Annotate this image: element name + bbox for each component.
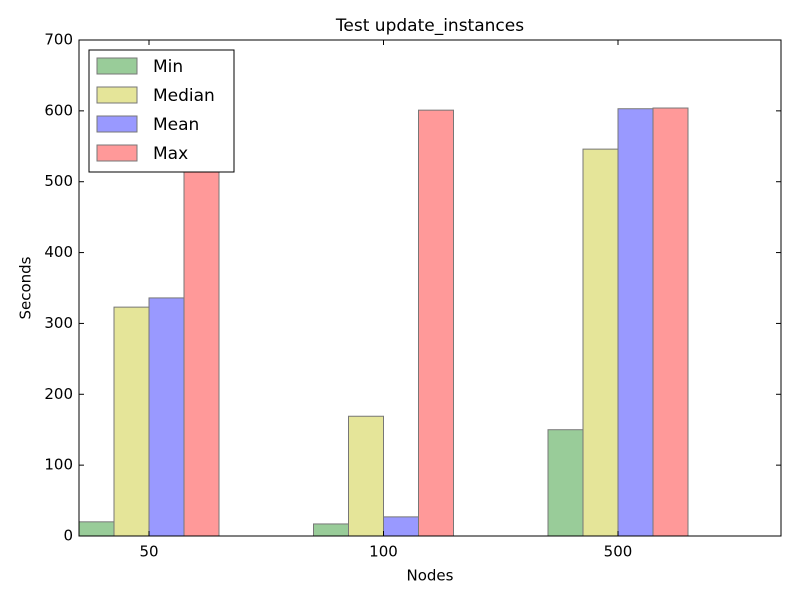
legend-swatch [96, 144, 138, 162]
legend-label: Max [153, 144, 188, 164]
x-tick-label: 100 [369, 543, 398, 561]
bar [113, 306, 150, 537]
x-tick-label: 500 [604, 543, 633, 561]
y-tick-label: 400 [44, 243, 73, 261]
bar [582, 148, 619, 537]
bar [418, 109, 454, 537]
y-tick-label: 700 [44, 31, 73, 49]
bar [148, 297, 185, 537]
x-axis-label: Nodes [407, 567, 454, 585]
y-tick-label: 100 [44, 456, 73, 474]
x-tick-label: 50 [139, 543, 158, 561]
bar [183, 131, 220, 537]
legend-swatch [96, 57, 138, 75]
legend-label: Median [153, 86, 215, 106]
y-tick-label: 600 [44, 101, 73, 119]
plot-frame [78, 39, 782, 537]
chart-title: Test update_instances [335, 16, 524, 36]
bar [78, 521, 115, 537]
y-axis-label: Seconds [17, 256, 35, 319]
bar [383, 516, 419, 537]
legend-label: Mean [153, 115, 199, 135]
legend-label: Min [153, 57, 183, 77]
bar [348, 415, 384, 537]
bar [652, 107, 689, 537]
y-tick-label: 0 [63, 527, 73, 545]
y-tick-label: 500 [44, 172, 73, 190]
bar [617, 108, 654, 537]
bar [547, 429, 584, 537]
legend-swatch [96, 86, 138, 104]
y-tick-label: 300 [44, 314, 73, 332]
legend-swatch [96, 115, 138, 133]
y-tick-label: 200 [44, 385, 73, 403]
bar [313, 523, 349, 537]
